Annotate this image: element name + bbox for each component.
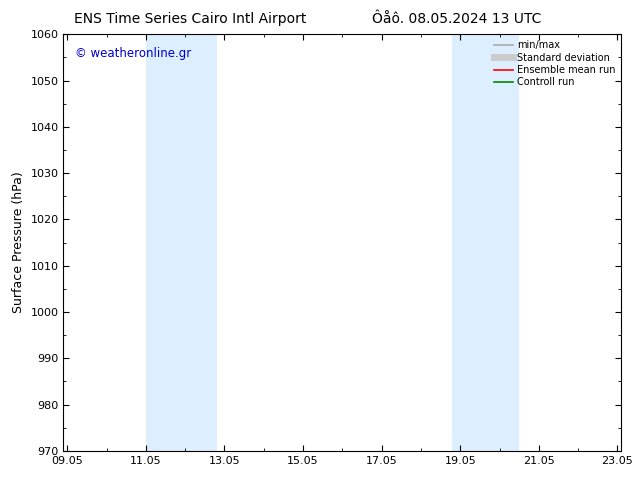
Text: Ôåô. 08.05.2024 13 UTC: Ôåô. 08.05.2024 13 UTC [372, 12, 541, 26]
Y-axis label: Surface Pressure (hPa): Surface Pressure (hPa) [12, 172, 25, 314]
Text: ENS Time Series Cairo Intl Airport: ENS Time Series Cairo Intl Airport [74, 12, 306, 26]
Legend: min/max, Standard deviation, Ensemble mean run, Controll run: min/max, Standard deviation, Ensemble me… [489, 36, 619, 91]
Bar [453, 34, 519, 451]
Bar [146, 34, 217, 451]
Text: © weatheronline.gr: © weatheronline.gr [75, 47, 191, 60]
